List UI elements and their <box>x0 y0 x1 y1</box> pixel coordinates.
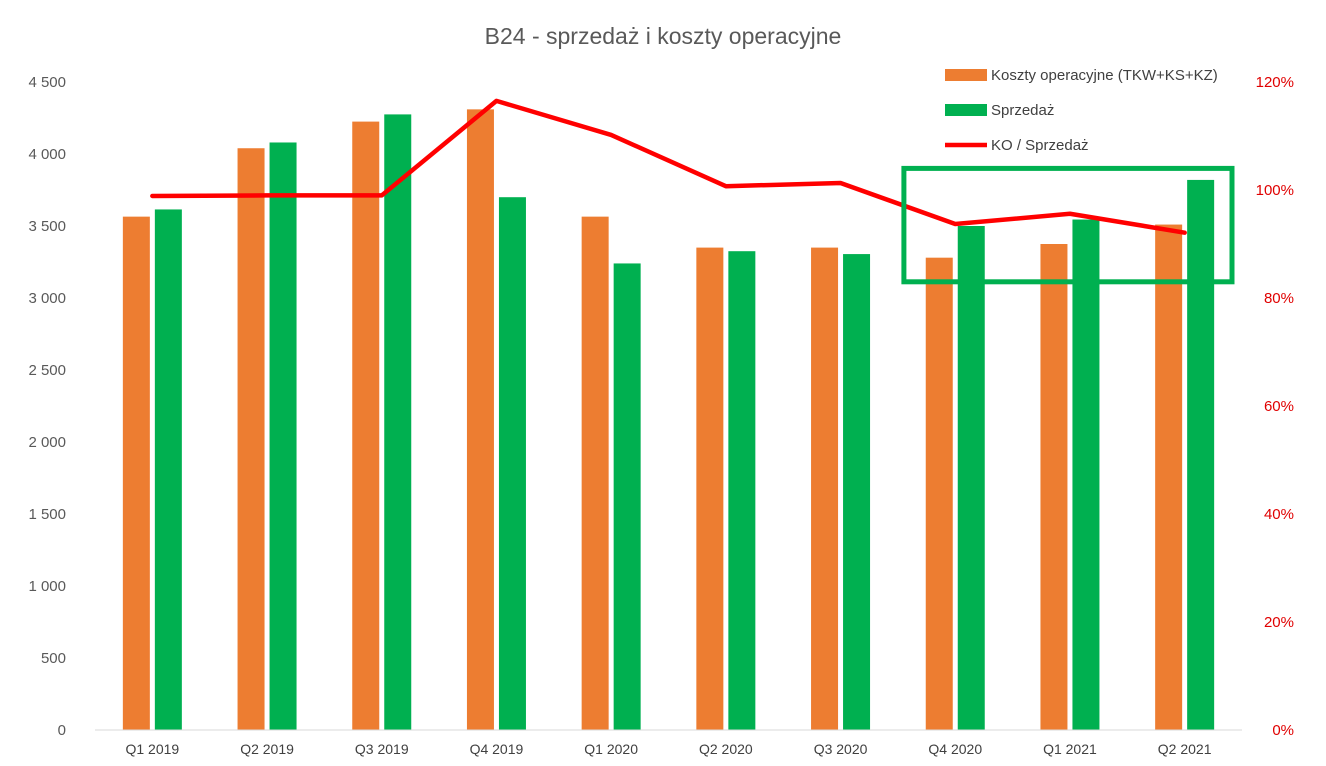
highlight-layer <box>901 165 1235 285</box>
ratio-line <box>150 98 1187 235</box>
bar-sprzedaz <box>384 114 412 730</box>
bar-sprzedaz <box>1187 179 1215 731</box>
y2-tick-label: 0% <box>1272 722 1294 739</box>
bar-koszty <box>352 121 380 731</box>
y2-tick-label: 80% <box>1264 290 1294 307</box>
x-tick-label: Q3 2019 <box>355 741 409 757</box>
bar-sprzedaz <box>154 209 182 730</box>
y-axis-right: 0% 20% 40% 60% 80% 100% 120% <box>1256 74 1294 739</box>
y-tick-label: 2 500 <box>28 362 66 379</box>
x-tick-label: Q1 2021 <box>1043 741 1097 757</box>
bar-koszty <box>122 216 150 730</box>
y-tick-label: 3 500 <box>28 218 66 235</box>
x-tick-label: Q4 2020 <box>928 741 982 757</box>
bar-koszty <box>696 247 724 730</box>
highlight-box <box>901 165 1235 285</box>
y-axis-left: 0 500 1 000 1 500 2 000 2 500 3 000 3 500 4 000 4… <box>28 74 66 739</box>
y-tick-label: 3 000 <box>28 290 66 307</box>
y-tick-label: 4 000 <box>28 146 66 163</box>
x-tick-label: Q2 2021 <box>1158 741 1212 757</box>
y-tick-label: 4 500 <box>28 74 66 91</box>
bar-sprzedaz <box>1072 219 1100 730</box>
y2-tick-label: 100% <box>1256 182 1294 199</box>
bar-sprzedaz <box>269 142 297 731</box>
x-tick-label: Q2 2020 <box>699 741 753 757</box>
bar-sprzedaz <box>728 251 756 730</box>
y2-tick-label: 40% <box>1264 506 1294 523</box>
bars <box>122 109 1215 731</box>
y2-tick-label: 120% <box>1256 74 1294 91</box>
legend: Koszty operacyjne (TKW+KS+KZ) Sprzedaż KO … <box>945 67 1218 154</box>
bar-koszty <box>1155 224 1183 730</box>
bar-sprzedaz <box>843 254 871 730</box>
bar-sprzedaz <box>957 226 985 730</box>
x-tick-label: Q2 2019 <box>240 741 294 757</box>
chart-title: B24 - sprzedaż i koszty operacyjne <box>485 23 842 49</box>
legend-swatch <box>945 69 987 81</box>
legend-label: Sprzedaż <box>991 102 1054 119</box>
x-tick-label: Q4 2019 <box>470 741 524 757</box>
y-tick-label: 2 000 <box>28 434 66 451</box>
legend-label: Koszty operacyjne (TKW+KS+KZ) <box>991 67 1218 84</box>
legend-label: KO / Sprzedaż <box>991 137 1089 154</box>
y-tick-label: 1 500 <box>28 506 66 523</box>
y2-tick-label: 60% <box>1264 398 1294 415</box>
x-tick-label: Q3 2020 <box>814 741 868 757</box>
y-tick-label: 500 <box>41 650 66 667</box>
y2-tick-label: 20% <box>1264 614 1294 631</box>
bar-koszty <box>237 148 265 731</box>
bar-sprzedaz <box>498 197 526 730</box>
y-tick-label: 1 000 <box>28 578 66 595</box>
bar-koszty <box>581 216 609 730</box>
bar-koszty <box>811 247 839 730</box>
x-axis: Q1 2019 Q2 2019 Q3 2019 Q4 2019 Q1 2020 Q2 20… <box>125 741 1211 757</box>
bar-koszty <box>466 109 494 731</box>
legend-swatch <box>945 104 987 116</box>
x-tick-label: Q1 2019 <box>125 741 179 757</box>
x-tick-label: Q1 2020 <box>584 741 638 757</box>
bar-koszty <box>1040 244 1068 730</box>
bar-sprzedaz <box>613 263 641 730</box>
y-tick-label: 0 <box>58 722 66 739</box>
ratio-line-layer <box>150 98 1187 235</box>
bar-koszty <box>925 257 953 730</box>
